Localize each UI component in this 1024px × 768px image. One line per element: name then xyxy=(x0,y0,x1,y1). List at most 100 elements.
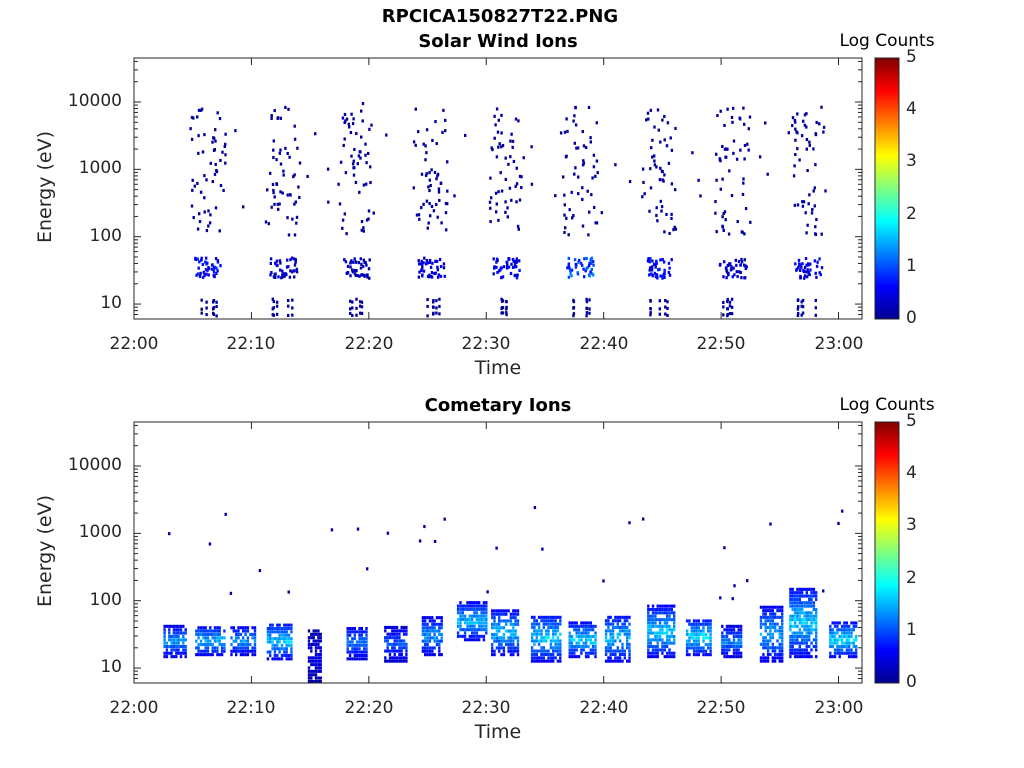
cometary-block-cell xyxy=(789,628,792,632)
sw-block-cell xyxy=(652,262,656,266)
cometary-sparse-count xyxy=(541,547,544,551)
cometary-block-cell xyxy=(815,611,818,615)
cometary-block-cell xyxy=(769,605,772,609)
cometary-block-cell xyxy=(535,652,538,656)
cometary-block-cell xyxy=(473,607,476,611)
cometary-block-cell xyxy=(568,651,571,655)
sw-low-streak xyxy=(666,300,669,304)
sw-sparse-count xyxy=(360,109,363,113)
cometary-block-cell xyxy=(793,655,797,659)
cometary-block-cell xyxy=(468,621,471,625)
cometary-block-cell xyxy=(239,639,243,643)
cometary-block-cell xyxy=(346,657,349,661)
cometary-block-cell xyxy=(478,607,481,611)
cometary-block-cell xyxy=(269,653,272,657)
cometary-block-cell xyxy=(690,632,693,636)
cometary-block-cell xyxy=(206,649,210,653)
sw-block-cell xyxy=(648,260,651,264)
cometary-block-cell xyxy=(815,624,818,628)
cometary-block-cell xyxy=(725,645,729,649)
cometary-block-cell xyxy=(276,630,279,634)
cometary-block-cell xyxy=(353,633,356,637)
cometary-block-cell xyxy=(218,629,221,633)
sw-block-cell xyxy=(567,263,570,267)
sw-sparse-count xyxy=(653,163,657,167)
cometary-block-cell xyxy=(493,653,496,657)
sw-sparse-count xyxy=(651,138,654,142)
cometary-block-cell xyxy=(468,628,471,632)
sw-low-streak xyxy=(287,304,290,308)
sw-sparse-count xyxy=(673,225,676,229)
cometary-block-cell xyxy=(665,621,669,625)
cometary-block-cell xyxy=(549,625,553,629)
cometary-block-cell xyxy=(537,659,541,663)
cometary-block-cell xyxy=(468,617,471,621)
cometary-block-cell xyxy=(391,659,394,663)
cometary-block-cell xyxy=(771,632,774,636)
cometary-block-cell xyxy=(391,625,394,629)
sw-sparse-count xyxy=(582,159,585,163)
cometary-block-cell xyxy=(604,629,608,633)
cometary-block-cell xyxy=(482,628,486,632)
cometary-block-cell xyxy=(552,659,555,663)
cometary-block-cell xyxy=(665,638,669,642)
cometary-block-cell xyxy=(391,656,394,660)
cometary-block-cell xyxy=(388,625,392,629)
sw-sparse-count xyxy=(425,199,429,203)
sw-block-cell xyxy=(512,259,515,263)
sw-sparse-count xyxy=(802,119,805,123)
sw-sparse-count xyxy=(277,207,280,211)
sw-sparse-count xyxy=(574,105,577,109)
cometary-block-cell xyxy=(692,626,696,630)
cometary-block-cell xyxy=(482,611,486,615)
cometary-block-cell xyxy=(840,648,844,652)
cometary-block-cell xyxy=(463,631,467,635)
sw-sparse-count xyxy=(196,181,199,185)
cometary-block-cell xyxy=(253,646,257,650)
cometary-block-cell xyxy=(242,629,245,633)
cometary-block-cell xyxy=(177,624,180,628)
sw-block-cell xyxy=(518,268,521,272)
sw-sparse-count xyxy=(500,145,503,149)
cometary-block-cell xyxy=(502,612,506,616)
cometary-block-cell xyxy=(805,638,808,642)
cometary-block-cell xyxy=(580,624,583,628)
sw-sparse-count xyxy=(435,142,438,146)
cometary-block-cell xyxy=(498,609,501,613)
cometary-block-cell xyxy=(273,643,277,647)
sw-low-streak xyxy=(658,307,661,311)
cometary-block-cell xyxy=(843,645,846,649)
cometary-block-cell xyxy=(728,645,731,649)
cometary-block-cell xyxy=(388,659,392,663)
cometary-block-cell xyxy=(559,615,562,619)
cometary-block-cell xyxy=(855,655,858,659)
cometary-block-cell xyxy=(791,645,794,649)
sw-block-cell xyxy=(590,256,594,260)
cometary-block-cell xyxy=(466,624,469,628)
sw-sparse-count xyxy=(352,173,356,177)
cometary-block-cell xyxy=(766,649,770,653)
cometary-block-cell xyxy=(440,636,443,640)
cometary-block-cell xyxy=(739,641,743,645)
sw-block-cell xyxy=(803,276,806,280)
cometary-block-cell xyxy=(815,641,818,645)
cometary-block-cell xyxy=(358,630,361,634)
cometary-block-cell xyxy=(700,649,703,653)
cometary-block-cell xyxy=(433,619,436,623)
cometary-block-cell xyxy=(285,630,288,634)
cometary-block-cell xyxy=(776,605,779,609)
cometary-block-cell xyxy=(195,639,198,643)
cometary-block-cell xyxy=(421,629,425,633)
cometary-block-cell xyxy=(482,634,486,638)
cometary-block-cell xyxy=(843,634,846,638)
cometary-block-cell xyxy=(235,649,238,653)
cometary-block-cell xyxy=(843,641,846,645)
cometary-block-cell xyxy=(428,632,432,636)
sw-sparse-count xyxy=(208,221,212,225)
sw-sparse-count xyxy=(341,116,345,120)
cometary-block-cell xyxy=(559,622,562,626)
cometary-block-cell xyxy=(843,621,846,625)
cometary-block-cell xyxy=(459,617,462,621)
sw-block-cell xyxy=(203,274,206,278)
sw-sparse-count xyxy=(203,196,206,200)
